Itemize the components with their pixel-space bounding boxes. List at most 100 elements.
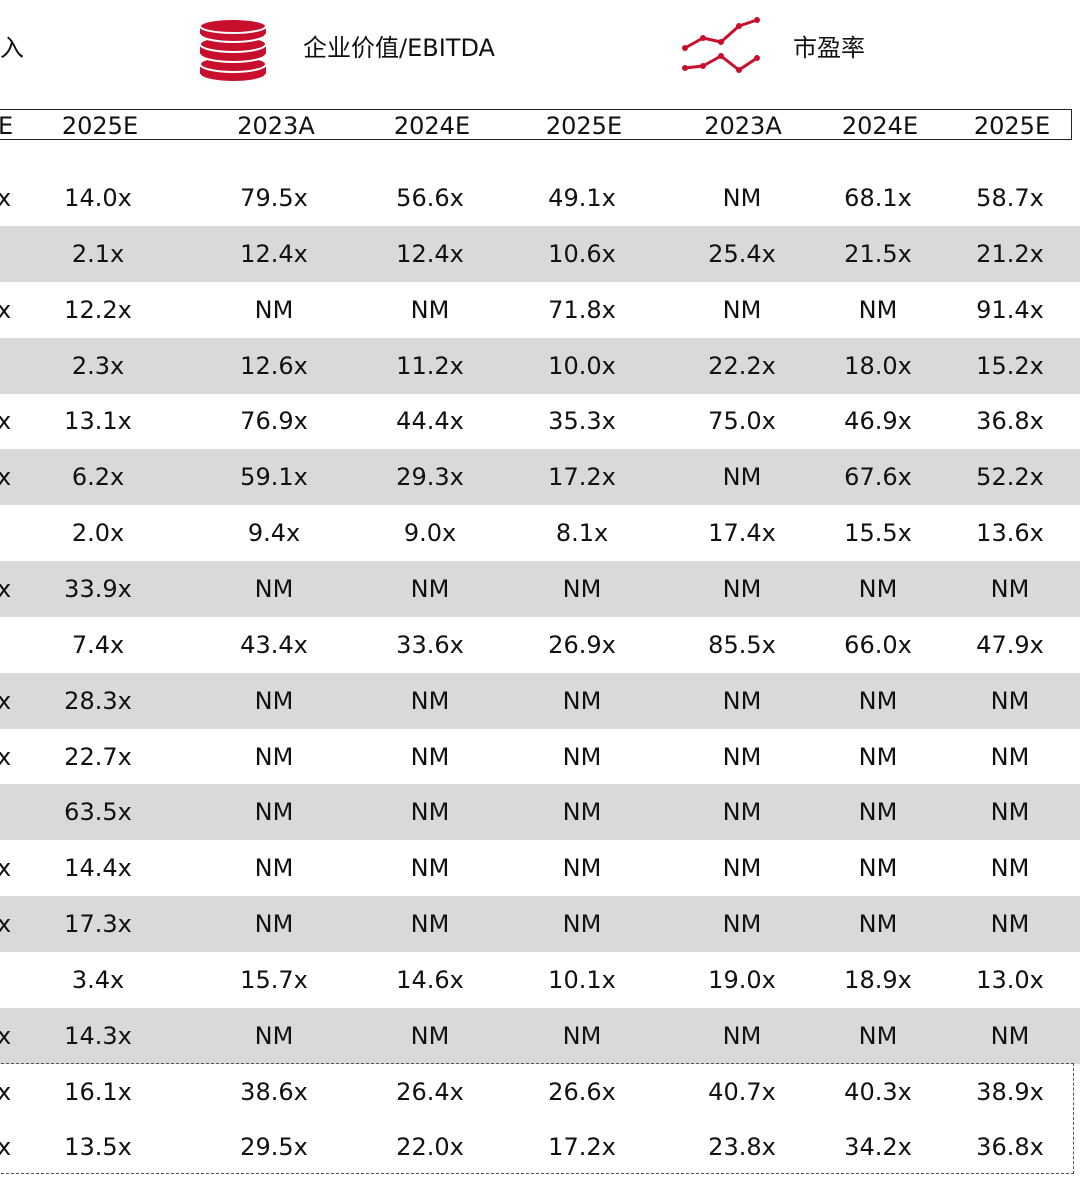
- coin-stack-icon: [199, 18, 267, 83]
- table-cell: NM: [858, 295, 898, 324]
- table-cell: NM: [722, 854, 762, 883]
- table-cell: NM: [722, 686, 762, 715]
- table-cell: 14.6x: [396, 965, 464, 994]
- row-cut-cell: x: [0, 1133, 12, 1162]
- table-cell: 21.5x: [844, 239, 912, 268]
- table-cell: NM: [990, 742, 1030, 771]
- table-cell: 76.9x: [240, 407, 308, 436]
- table-cell: NM: [990, 1021, 1030, 1050]
- table-row: x 33.9x NM NM NM NM NM NM: [0, 560, 1080, 617]
- table-cell: 23.8x: [708, 1133, 776, 1162]
- row-cut-cell: x: [0, 1077, 12, 1106]
- table-cell: 71.8x: [548, 295, 616, 324]
- table-cell: NM: [410, 742, 450, 771]
- table-cell: 17.4x: [708, 519, 776, 548]
- table-cell: 38.6x: [240, 1077, 308, 1106]
- table-row: 2.1x 12.4x 12.4x 10.6x 25.4x 21.5x 21.2x: [0, 225, 1080, 282]
- table-cell: NM: [410, 910, 450, 939]
- row-cut-cell: [0, 338, 13, 394]
- table-cell: 68.1x: [844, 184, 912, 212]
- table-cell: 36.8x: [976, 1133, 1044, 1162]
- table-cell: 33.9x: [64, 574, 132, 603]
- row-cut-cell: [0, 784, 13, 840]
- table-cell: 2.3x: [71, 351, 125, 380]
- table-cell: NM: [990, 854, 1030, 883]
- table-cell: 6.2x: [71, 463, 125, 492]
- table-cell: NM: [858, 686, 898, 715]
- table-cell: NM: [254, 295, 294, 324]
- table-cell: NM: [254, 910, 294, 939]
- table-cell: 49.1x: [548, 184, 616, 212]
- table-cell: NM: [254, 854, 294, 883]
- legend-revenue-label-cut: 入: [0, 34, 24, 62]
- table-cell: 12.6x: [240, 351, 308, 380]
- table-cell: 63.5x: [64, 798, 132, 827]
- table-cell: 3.4x: [71, 965, 125, 994]
- table-cell: 13.0x: [976, 965, 1044, 994]
- table-row: x 14.3x NM NM NM NM NM NM: [0, 1007, 1080, 1064]
- row-cut-cell: x: [0, 463, 12, 492]
- table-cell: NM: [722, 295, 762, 324]
- row-cut-cell: x: [0, 574, 12, 603]
- table-cell: NM: [254, 686, 294, 715]
- table-cell: NM: [722, 574, 762, 603]
- table-row: 3.4x 15.7x 14.6x 10.1x 19.0x 18.9x 13.0x: [0, 952, 1080, 1008]
- table-cell: NM: [722, 184, 762, 212]
- table-cell: NM: [858, 854, 898, 883]
- row-cut-cell: [0, 952, 13, 1008]
- header-ev-2023a: 2023A: [237, 112, 315, 140]
- table-cell: 38.9x: [976, 1077, 1044, 1106]
- table-cell: 7.4x: [71, 630, 125, 659]
- table-cell: 10.1x: [548, 965, 616, 994]
- table-cell: NM: [858, 798, 898, 827]
- row-cut-cell: [0, 617, 13, 673]
- table-cell: NM: [562, 798, 602, 827]
- table-cell: NM: [562, 574, 602, 603]
- table-cell: 40.3x: [844, 1077, 912, 1106]
- table-cell: NM: [254, 574, 294, 603]
- table-row: 63.5x NM NM NM NM NM NM: [0, 784, 1080, 841]
- table-cell: 15.2x: [976, 351, 1044, 380]
- table-cell: NM: [722, 463, 762, 492]
- table-cell: 43.4x: [240, 630, 308, 659]
- table-cell: 9.0x: [403, 519, 457, 548]
- row-cut-cell: x: [0, 742, 12, 771]
- table-cell: 12.4x: [240, 239, 308, 268]
- table-cell: 26.4x: [396, 1077, 464, 1106]
- table-cell: 58.7x: [976, 184, 1044, 212]
- table-cell: 67.6x: [844, 463, 912, 492]
- table-cell: 13.6x: [976, 519, 1044, 548]
- table-row: 2.3x 12.6x 11.2x 10.0x 22.2x 18.0x 15.2x: [0, 337, 1080, 394]
- table-cell: 14.4x: [64, 854, 132, 883]
- table-cell: 17.2x: [548, 463, 616, 492]
- table-cell: 22.0x: [396, 1133, 464, 1162]
- table-cell: 33.6x: [396, 630, 464, 659]
- table-row: x 12.2x NM NM 71.8x NM NM 91.4x: [0, 282, 1080, 338]
- table-cell: NM: [410, 798, 450, 827]
- table-row: x 13.5x 29.5x 22.0x 17.2x 23.8x 34.2x 36.8x: [0, 1119, 1080, 1175]
- table-cell: NM: [410, 1021, 450, 1050]
- table-cell: 17.3x: [64, 910, 132, 939]
- table-cell: 17.2x: [548, 1133, 616, 1162]
- table-row: x 16.1x 38.6x 26.4x 26.6x 40.7x 40.3x 38.9x: [0, 1064, 1080, 1120]
- table-row: x 28.3x NM NM NM NM NM NM: [0, 672, 1080, 729]
- table-cell: 14.0x: [64, 184, 132, 212]
- table-cell: NM: [722, 798, 762, 827]
- table-cell: 28.3x: [64, 686, 132, 715]
- table-cell: NM: [562, 854, 602, 883]
- table-cell: NM: [990, 574, 1030, 603]
- header-cut-label: E: [0, 112, 14, 140]
- table-cell: 25.4x: [708, 239, 776, 268]
- table-cell: 13.5x: [64, 1133, 132, 1162]
- table-cell: 16.1x: [64, 1077, 132, 1106]
- table-cell: 10.6x: [548, 239, 616, 268]
- table-row: x 13.1x 76.9x 44.4x 35.3x 75.0x 46.9x 36.8x: [0, 393, 1080, 449]
- table-cell: NM: [990, 686, 1030, 715]
- row-cut-cell: x: [0, 407, 12, 436]
- table-cell: 15.5x: [844, 519, 912, 548]
- table-cell: 40.7x: [708, 1077, 776, 1106]
- table-cell: 35.3x: [548, 407, 616, 436]
- table-cell: 91.4x: [976, 295, 1044, 324]
- table-cell: NM: [410, 574, 450, 603]
- table-cell: 85.5x: [708, 630, 776, 659]
